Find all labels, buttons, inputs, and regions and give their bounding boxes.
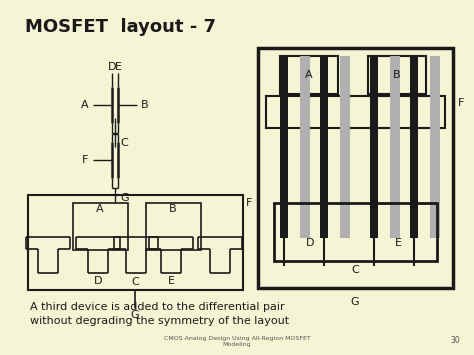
Bar <box>266 96 445 128</box>
Text: G: G <box>351 297 359 307</box>
Text: MOSFET  layout - 7: MOSFET layout - 7 <box>25 18 216 36</box>
Bar <box>430 56 440 238</box>
Bar <box>274 203 437 261</box>
Text: F: F <box>246 198 252 208</box>
Bar <box>410 56 418 238</box>
Text: D: D <box>94 276 102 286</box>
Text: B: B <box>141 100 149 110</box>
Text: B: B <box>169 204 177 214</box>
Text: C: C <box>131 277 139 287</box>
Text: A third device is added to the differential pair: A third device is added to the different… <box>30 302 284 312</box>
Text: A: A <box>305 70 313 80</box>
Bar <box>340 56 350 238</box>
Bar <box>320 56 328 238</box>
Bar <box>73 203 128 250</box>
Bar <box>300 56 310 238</box>
Text: 30: 30 <box>450 336 460 345</box>
Bar <box>146 203 201 250</box>
Text: E: E <box>394 238 401 248</box>
Bar <box>390 56 400 238</box>
Text: A: A <box>81 100 89 110</box>
Bar <box>258 48 453 288</box>
Bar <box>368 56 426 94</box>
Text: F: F <box>82 155 88 165</box>
Text: without degrading the symmetry of the layout: without degrading the symmetry of the la… <box>30 316 289 326</box>
Text: A: A <box>96 204 104 214</box>
Bar <box>370 56 378 238</box>
Text: C: C <box>351 265 359 275</box>
Text: E: E <box>167 276 174 286</box>
Text: F: F <box>458 98 465 108</box>
Text: CMOS Analog Design Using All-Region MOSFET
Modeling: CMOS Analog Design Using All-Region MOSF… <box>164 336 310 347</box>
Text: G: G <box>120 193 128 203</box>
Bar <box>28 195 243 290</box>
Text: D: D <box>108 62 116 72</box>
Text: C: C <box>120 138 128 148</box>
Text: E: E <box>115 62 121 72</box>
Text: B: B <box>393 70 401 80</box>
Text: D: D <box>306 238 314 248</box>
Bar <box>280 56 288 238</box>
Bar <box>280 56 338 94</box>
Text: G: G <box>131 310 139 320</box>
